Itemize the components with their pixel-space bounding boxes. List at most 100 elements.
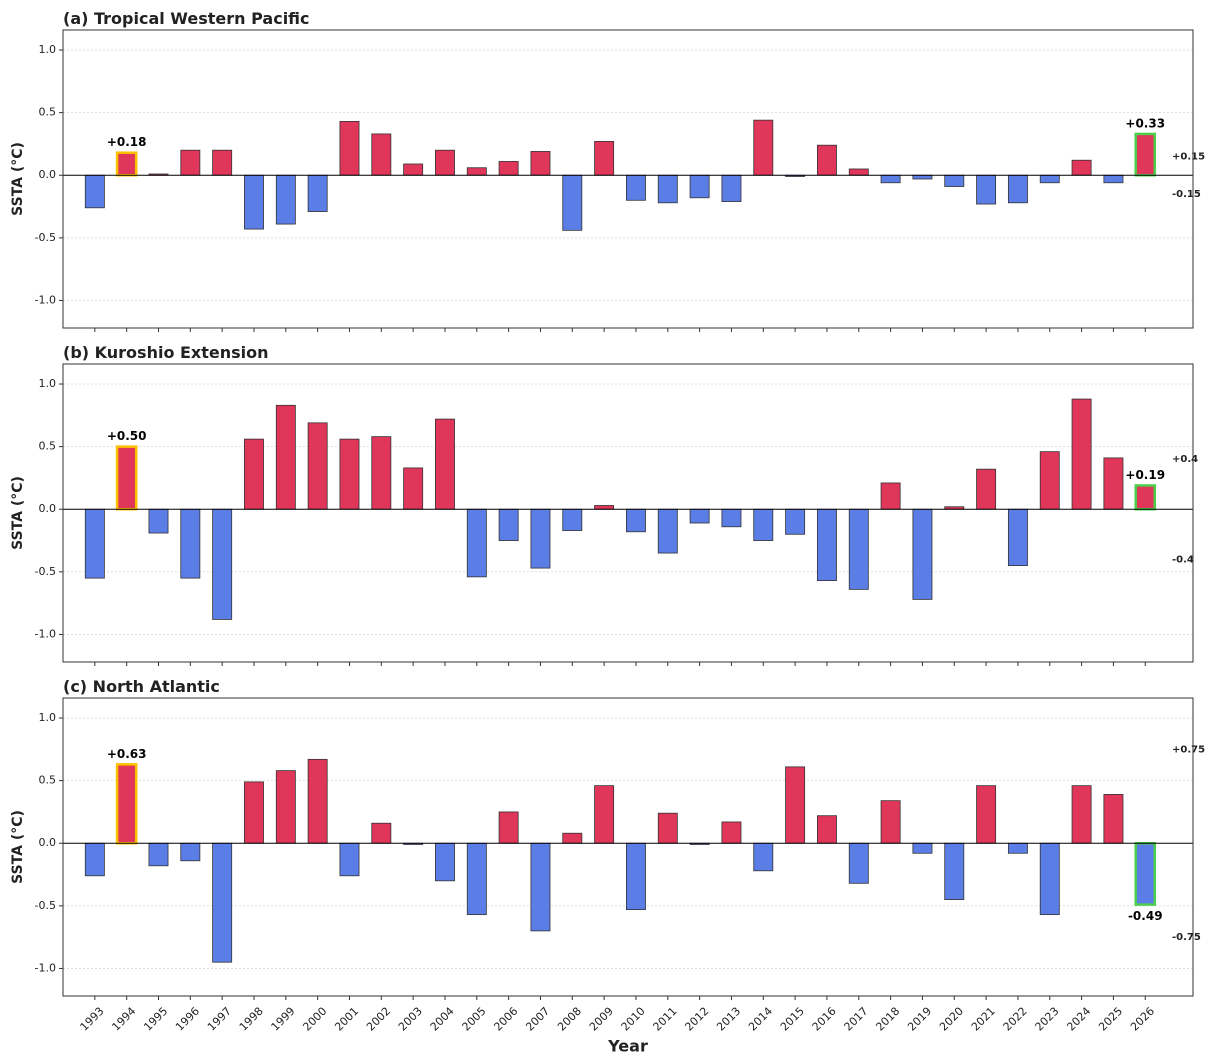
x-tick-label: 2014 [746,1005,775,1034]
bar [880,800,901,844]
bar [212,149,233,176]
bar [1039,174,1060,184]
y-axis-label: SSTA (°C) [10,476,26,550]
value-label: +0.33 [1125,116,1165,130]
bar [84,842,105,877]
bar [848,842,869,884]
bar [115,151,138,177]
x-tick-label: 2023 [1033,1005,1062,1034]
bar [753,842,774,872]
x-tick-label: 2013 [714,1005,743,1034]
x-tick-label: 1999 [269,1005,298,1034]
panel-title: (c) North Atlantic [63,677,220,696]
bar [1007,174,1028,204]
bar [721,821,742,844]
bar [1071,398,1092,510]
y-tick-label: 1.0 [39,377,57,390]
y-axis-label: SSTA (°C) [10,810,26,884]
bar [1071,159,1092,176]
x-tick-label: 2004 [428,1005,457,1034]
bar [753,508,774,541]
bar [1039,842,1060,916]
x-tick-label: 2003 [396,1005,425,1034]
bar [371,822,392,844]
bar [275,770,296,844]
value-label: +0.63 [107,747,147,761]
bar [339,842,360,877]
bar [530,508,551,569]
bar [403,163,424,176]
bar [1103,794,1124,844]
bar [115,763,138,845]
bar [944,842,965,900]
x-tick-label: 2018 [873,1005,902,1034]
y-tick-label: -0.5 [35,899,56,912]
bar [689,508,710,524]
y-tick-label: 1.0 [39,711,57,724]
x-axis-label: Year [607,1037,648,1056]
x-tick-label: 2022 [1001,1005,1030,1034]
axes-frame [62,697,1194,997]
bar [562,832,583,844]
bar [626,174,646,201]
x-tick-label: 2006 [491,1005,520,1034]
bar [339,438,360,510]
x-tick-label: 2008 [555,1005,584,1034]
bar [816,144,837,176]
bar [562,174,583,231]
bar [912,174,933,180]
bar [339,121,360,176]
bar [976,785,997,844]
x-tick-label: 2015 [778,1005,807,1034]
value-label: -0.49 [1128,909,1163,923]
panel-title: (b) Kuroshio Extension [63,343,269,362]
bar [944,174,965,187]
bar [976,468,997,510]
bar [498,508,519,541]
y-tick-label: 0.0 [39,502,57,515]
x-tick-label: 1994 [109,1005,138,1034]
bar [307,758,328,844]
y-tick-label: -1.0 [35,961,56,974]
x-tick-label: 2012 [682,1005,711,1034]
bar [880,174,901,184]
threshold-label: +0.4 [1172,454,1198,465]
bar [244,781,264,844]
bar [435,418,455,510]
x-tick-label: 2025 [1096,1005,1125,1034]
bar [530,151,551,176]
bar [785,766,806,844]
y-axis-label: SSTA (°C) [10,142,26,216]
bar [371,436,392,510]
bar [657,812,678,844]
bar [721,508,742,528]
bar [816,815,837,844]
x-tick-label: 2017 [842,1005,871,1034]
bar [307,422,328,510]
bar [498,811,519,844]
y-tick-label: 0.5 [39,440,57,453]
x-tick-label: 2002 [364,1005,393,1034]
bar [1039,451,1060,510]
bar [1103,457,1124,510]
bar [371,133,392,176]
bar [594,505,615,510]
y-tick-label: -1.0 [35,293,56,306]
bar [275,174,296,225]
bar [1103,174,1124,184]
y-tick-label: 0.5 [39,106,57,119]
x-tick-label: 1997 [205,1005,234,1034]
bar [84,508,105,579]
x-tick-label: 2024 [1064,1005,1093,1034]
x-tick-label: 2011 [651,1005,680,1034]
value-label: +0.19 [1125,468,1165,482]
x-tick-label: 2007 [523,1005,552,1034]
bar [498,161,519,176]
axes-frame [62,363,1194,663]
x-tick-label: 2016 [810,1005,839,1034]
bar [530,842,551,932]
bar [1134,841,1157,906]
bar [785,508,806,535]
bar [180,508,201,579]
